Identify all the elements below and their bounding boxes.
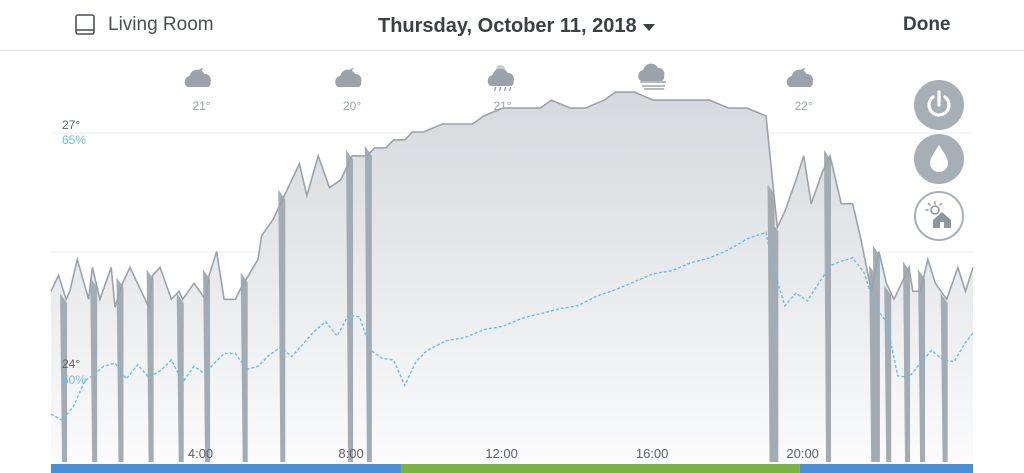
- mode-segment-day: [400, 464, 800, 473]
- rain-drop: [493, 86, 497, 92]
- fog-icon: [638, 63, 667, 90]
- plot-area: [50, 91, 974, 462]
- top-bar: Living Room Thursday, October 11, 2018 D…: [0, 0, 1024, 51]
- temperature-axis-label-bottom: 24°: [62, 357, 80, 371]
- home-mode-button[interactable]: [914, 191, 964, 241]
- partly-cloudy-night-icon: [184, 68, 211, 87]
- cloud-shape: [786, 69, 813, 87]
- date-picker-button[interactable]: Thursday, October 11, 2018: [378, 13, 655, 39]
- heating-bar: [278, 189, 286, 462]
- rain-sun-icon: [487, 65, 514, 92]
- heating-bar: [203, 269, 211, 462]
- room-name[interactable]: Living Room: [108, 14, 214, 35]
- x-tick-label: 12:00: [485, 446, 518, 461]
- humidity-axis-label-top: 65%: [62, 133, 86, 147]
- humidity-axis-label-bottom: 50%: [62, 373, 86, 387]
- power-button[interactable]: [914, 80, 964, 130]
- home-sun-icon: [925, 201, 951, 228]
- heating-bar: [90, 277, 98, 462]
- tablet-icon[interactable]: [75, 14, 95, 35]
- heating-bar: [823, 149, 831, 462]
- humidity-line: [50, 231, 974, 422]
- partly-cloudy-night-icon: [786, 68, 813, 87]
- water-drop-icon: [930, 145, 948, 172]
- heating-bar: [364, 145, 372, 462]
- date-label: Thursday, October 11, 2018: [378, 14, 637, 37]
- heating-bar: [903, 261, 911, 462]
- x-tick-label: 20:00: [786, 446, 819, 461]
- forecast-temp: 20°: [343, 99, 361, 113]
- rain-drop: [498, 86, 502, 92]
- axis-labels: 27°65% 24° 50% 4:00 8:00 12:00 16:00 20:00: [62, 118, 819, 461]
- rain-drop: [503, 86, 507, 92]
- heating-bar: [884, 285, 892, 462]
- x-tick-label: 4:00: [188, 446, 213, 461]
- power-icon: [927, 90, 951, 117]
- temperature-humidity-chart: 21°20°21°23°22° 27°65%24°50%4:008:0012:0…: [50, 63, 974, 473]
- cloud-shape: [335, 69, 362, 87]
- done-button[interactable]: Done: [903, 14, 951, 35]
- heating-bar: [872, 245, 880, 462]
- heating-bar: [940, 293, 948, 462]
- chevron-down-icon: [642, 23, 655, 31]
- cloud-shape: [184, 69, 211, 87]
- heating-bar: [240, 272, 248, 462]
- forecast-temp: 21°: [192, 99, 210, 113]
- temperature-line: [50, 91, 974, 311]
- temperature-area: [51, 92, 973, 462]
- forecast-temp: 22°: [795, 99, 813, 113]
- x-tick-label: 8:00: [338, 446, 363, 461]
- humidity-button[interactable]: [914, 134, 964, 184]
- heating-bar: [146, 269, 154, 462]
- cloud-shape: [638, 63, 665, 81]
- mode-timeline: [51, 464, 973, 473]
- heating-bar: [771, 221, 779, 462]
- mode-segment-night: [799, 464, 973, 473]
- rain-drop: [508, 86, 512, 92]
- heating-bar: [346, 149, 354, 462]
- mode-segment-night: [51, 464, 401, 473]
- x-tick-label: 16:00: [636, 446, 669, 461]
- cloud-shape: [487, 68, 514, 86]
- heating-bar: [918, 269, 926, 462]
- partly-cloudy-night-icon: [335, 68, 362, 87]
- temperature-axis-label-top: 27°: [62, 118, 80, 132]
